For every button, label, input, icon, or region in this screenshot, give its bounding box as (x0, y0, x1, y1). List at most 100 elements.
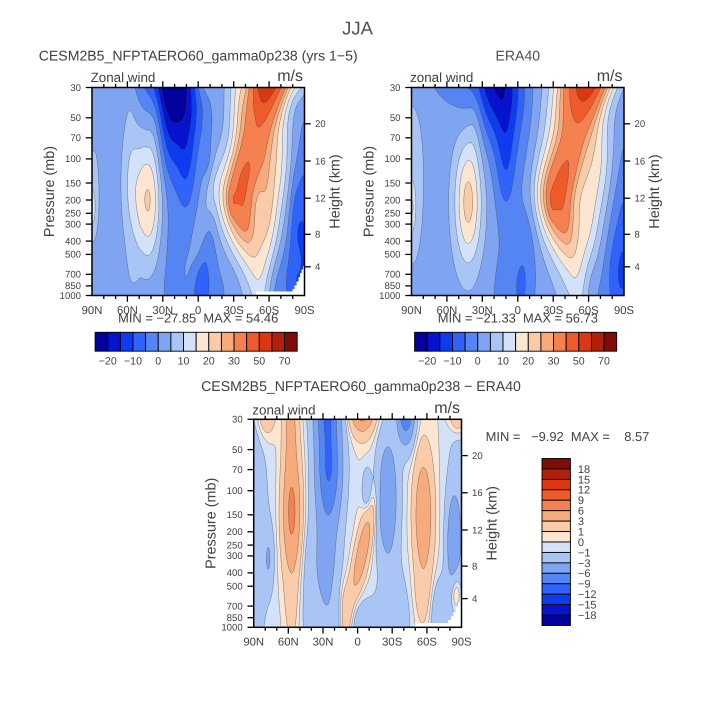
svg-text:50: 50 (70, 113, 81, 124)
svg-text:Height (km): Height (km) (647, 154, 663, 228)
svg-text:4: 4 (315, 262, 321, 273)
svg-text:0: 0 (354, 637, 360, 649)
svg-text:850: 850 (384, 281, 400, 292)
svg-text:12: 12 (578, 485, 590, 497)
svg-text:−10: −10 (124, 356, 142, 368)
svg-text:50: 50 (253, 356, 265, 368)
svg-text:18: 18 (578, 464, 590, 476)
svg-text:MIN = −21.33 MAX = 56.73: MIN = −21.33 MAX = 56.73 (438, 310, 598, 325)
svg-text:0: 0 (475, 356, 481, 368)
svg-text:150: 150 (65, 178, 81, 189)
svg-text:Pressure (mb): Pressure (mb) (42, 146, 58, 237)
svg-text:20: 20 (472, 451, 483, 462)
svg-text:60N: 60N (437, 305, 458, 317)
svg-text:500: 500 (227, 582, 243, 593)
svg-text:250: 250 (384, 209, 400, 220)
svg-text:50: 50 (232, 445, 243, 456)
svg-text:30N: 30N (152, 305, 173, 317)
svg-text:4: 4 (635, 262, 641, 273)
svg-text:30S: 30S (224, 305, 245, 317)
svg-text:30: 30 (228, 356, 240, 368)
svg-text:30: 30 (232, 415, 243, 426)
svg-text:−9: −9 (578, 579, 591, 591)
svg-text:150: 150 (384, 178, 400, 189)
svg-text:70: 70 (390, 133, 401, 144)
svg-text:60N: 60N (117, 305, 138, 317)
svg-text:Height (km): Height (km) (485, 486, 501, 560)
svg-text:90N: 90N (243, 637, 264, 649)
svg-text:m/s: m/s (434, 400, 460, 417)
svg-text:9: 9 (578, 495, 584, 507)
svg-text:30: 30 (548, 356, 560, 368)
svg-text:400: 400 (227, 568, 243, 579)
svg-text:250: 250 (65, 209, 81, 220)
svg-text:3: 3 (578, 516, 584, 528)
svg-text:90S: 90S (614, 305, 635, 317)
svg-text:8: 8 (635, 230, 640, 241)
svg-text:12: 12 (315, 194, 326, 205)
svg-text:300: 300 (384, 219, 400, 230)
svg-text:Height (km): Height (km) (328, 154, 344, 228)
svg-text:−20: −20 (418, 356, 436, 368)
svg-text:60S: 60S (579, 305, 600, 317)
svg-text:zonal wind: zonal wind (252, 402, 315, 417)
svg-text:70: 70 (232, 465, 243, 476)
svg-text:−10: −10 (443, 356, 461, 368)
svg-text:−15: −15 (578, 600, 597, 612)
svg-text:100: 100 (65, 154, 81, 165)
svg-text:200: 200 (65, 195, 81, 206)
svg-text:−12: −12 (578, 589, 597, 601)
svg-text:90S: 90S (451, 637, 472, 649)
svg-text:50: 50 (390, 113, 401, 124)
svg-text:50: 50 (573, 356, 585, 368)
svg-text:90S: 90S (294, 305, 315, 317)
svg-text:400: 400 (384, 236, 400, 247)
svg-text:30: 30 (70, 83, 81, 94)
svg-text:30N: 30N (472, 305, 493, 317)
svg-text:ERA40: ERA40 (495, 47, 540, 63)
svg-text:70: 70 (598, 356, 610, 368)
svg-text:60S: 60S (259, 305, 280, 317)
svg-text:JJA: JJA (342, 18, 374, 39)
svg-text:60N: 60N (278, 637, 299, 649)
svg-text:16: 16 (635, 156, 646, 167)
svg-text:850: 850 (227, 613, 243, 624)
svg-text:100: 100 (384, 154, 400, 165)
svg-text:16: 16 (472, 488, 483, 499)
svg-text:30S: 30S (543, 305, 564, 317)
svg-text:10: 10 (178, 356, 190, 368)
svg-text:10: 10 (497, 356, 509, 368)
svg-text:m/s: m/s (597, 68, 623, 85)
svg-text:200: 200 (227, 527, 243, 538)
svg-text:20: 20 (203, 356, 215, 368)
svg-text:Pressure (mb): Pressure (mb) (362, 146, 378, 237)
svg-text:1: 1 (578, 526, 584, 538)
svg-text:Pressure (mb): Pressure (mb) (204, 478, 220, 569)
svg-text:zonal wind: zonal wind (410, 70, 473, 85)
svg-text:12: 12 (472, 525, 483, 536)
svg-text:0: 0 (578, 537, 584, 549)
svg-text:200: 200 (384, 195, 400, 206)
svg-text:700: 700 (227, 601, 243, 612)
svg-text:1000: 1000 (221, 623, 242, 634)
svg-text:30N: 30N (313, 637, 334, 649)
svg-text:0: 0 (515, 305, 521, 317)
svg-text:CESM2B5_NFPTAERO60_gamma0p238: CESM2B5_NFPTAERO60_gamma0p238 (yrs 1−5) (39, 47, 358, 63)
svg-text:30: 30 (390, 83, 401, 94)
svg-text:20: 20 (315, 119, 326, 130)
svg-text:MIN = −9.92 MAX = 8.57: MIN = −9.92 MAX = 8.57 (486, 429, 650, 444)
svg-text:300: 300 (227, 551, 243, 562)
svg-text:30S: 30S (382, 637, 403, 649)
svg-text:−1: −1 (578, 547, 591, 559)
svg-text:700: 700 (384, 270, 400, 281)
svg-text:8: 8 (315, 230, 320, 241)
svg-text:1000: 1000 (60, 291, 81, 302)
svg-text:6: 6 (578, 506, 584, 518)
svg-text:250: 250 (227, 540, 243, 551)
svg-text:0: 0 (155, 356, 161, 368)
svg-text:MIN = −27.85 MAX = 54.46: MIN = −27.85 MAX = 54.46 (118, 310, 278, 325)
svg-text:−6: −6 (578, 568, 591, 580)
svg-text:15: 15 (578, 474, 590, 486)
svg-text:Zonal wind: Zonal wind (91, 70, 156, 85)
svg-text:150: 150 (227, 510, 243, 521)
